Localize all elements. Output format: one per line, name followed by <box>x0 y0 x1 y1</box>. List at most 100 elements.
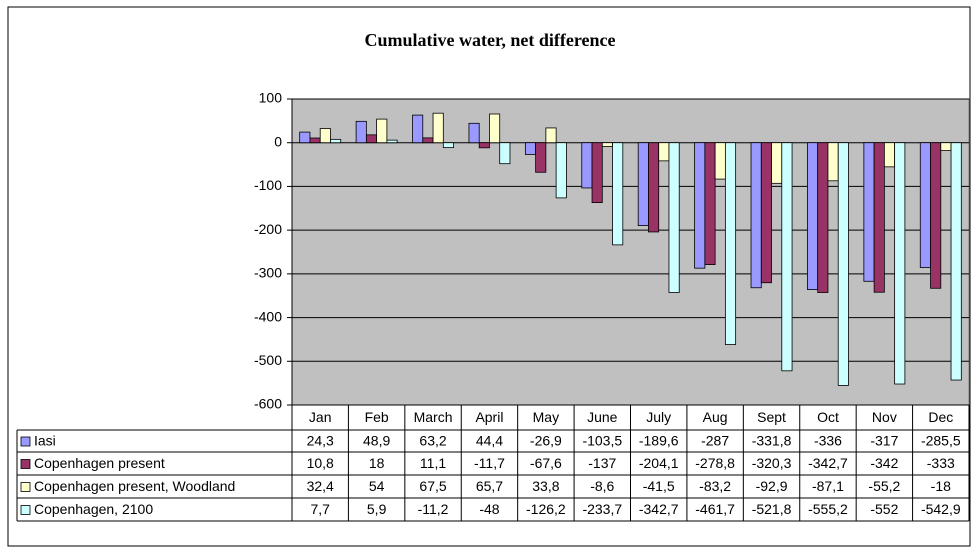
bar <box>442 142 454 149</box>
table-value: -342 <box>870 455 898 471</box>
bar <box>612 142 624 246</box>
x-tick-label: March <box>414 409 453 425</box>
bar <box>714 142 726 180</box>
bar <box>376 118 388 144</box>
legend-label: Copenhagen, 2100 <box>34 501 153 517</box>
table-value: 48,9 <box>363 433 390 449</box>
bar <box>930 142 942 289</box>
bar <box>355 120 367 144</box>
bar <box>950 142 962 381</box>
table-value: -126,2 <box>526 501 566 517</box>
bar <box>365 134 378 144</box>
bar <box>873 142 885 293</box>
bar <box>750 142 762 289</box>
table-value: -55,2 <box>868 478 900 494</box>
table-value: -461,7 <box>695 501 735 517</box>
table-value: -204,1 <box>639 455 679 471</box>
table-value: 54 <box>369 478 385 494</box>
y-tick-label: -300 <box>254 265 282 281</box>
table-value: -48 <box>479 501 499 517</box>
table-value: 44,4 <box>476 433 503 449</box>
bar <box>704 142 716 265</box>
y-tick-label: -400 <box>254 308 282 324</box>
legend-label: Copenhagen present, Woodland <box>34 478 235 494</box>
y-tick-label: -200 <box>254 221 282 237</box>
table-value: -92,9 <box>756 478 788 494</box>
bar <box>412 114 424 144</box>
y-tick-label: -600 <box>254 396 282 412</box>
table-value: 5,9 <box>367 501 387 517</box>
bar <box>601 142 613 147</box>
table-value: -278,8 <box>695 455 735 471</box>
x-tick-label: April <box>475 409 503 425</box>
table-value: -552 <box>870 501 898 517</box>
bar <box>668 142 680 293</box>
bar <box>863 142 875 282</box>
table-value: -233,7 <box>582 501 622 517</box>
table-value: 24,3 <box>307 433 334 449</box>
bar <box>581 142 593 189</box>
table-value: -521,8 <box>752 501 792 517</box>
table-value: 33,8 <box>532 478 559 494</box>
table-value: -555,2 <box>808 501 848 517</box>
bar <box>591 142 603 204</box>
x-tick-label: Oct <box>817 409 839 425</box>
bar <box>837 142 849 386</box>
chart-title: Cumulative water, net difference <box>365 30 616 50</box>
legend-swatch <box>20 482 31 492</box>
legend-swatch <box>20 436 31 447</box>
bar <box>827 142 839 182</box>
table-value: -342,7 <box>639 501 679 517</box>
table-value: -11,7 <box>474 455 505 471</box>
table-value: -26,9 <box>530 433 562 449</box>
bar <box>694 142 706 269</box>
table-value: -87,1 <box>812 478 844 494</box>
bar <box>771 142 783 184</box>
table-value: 67,5 <box>419 478 446 494</box>
bar <box>781 142 793 372</box>
bar <box>299 131 311 144</box>
bar <box>940 142 952 151</box>
table-value: -103,5 <box>582 433 622 449</box>
x-tick-label: Sept <box>757 409 786 425</box>
legend-swatch <box>20 459 31 469</box>
bar <box>817 142 829 293</box>
table-value: 18 <box>369 455 385 471</box>
table-value: -67,6 <box>530 455 562 471</box>
bar <box>319 128 331 144</box>
table-value: 10,8 <box>307 455 334 471</box>
table-value: -542,9 <box>921 501 961 517</box>
legend-swatch <box>20 505 31 515</box>
bar <box>478 142 490 149</box>
table-value: 65,7 <box>476 478 503 494</box>
y-tick-label: -100 <box>254 177 282 193</box>
table-value: -342,7 <box>808 455 848 471</box>
bar <box>330 138 342 144</box>
x-tick-label: Jan <box>309 409 332 425</box>
y-tick-label: 100 <box>259 90 283 106</box>
bar <box>468 122 480 144</box>
x-tick-label: June <box>587 409 618 425</box>
bar <box>894 142 906 385</box>
table-value: -285,5 <box>921 433 961 449</box>
bar <box>724 142 737 345</box>
y-tick-label: 0 <box>274 133 282 149</box>
legend-label: Iasi <box>34 433 56 449</box>
bar <box>555 142 567 199</box>
table-value: -189,6 <box>639 433 679 449</box>
table-value: -11,2 <box>418 501 449 517</box>
bar <box>883 142 896 168</box>
table-value: -8,6 <box>590 478 614 494</box>
x-tick-label: Dec <box>928 409 953 425</box>
table-value: 32,4 <box>307 478 334 494</box>
table-value: -41,5 <box>643 478 675 494</box>
bar <box>309 137 321 144</box>
table-value: -331,8 <box>752 433 792 449</box>
table-value: -336 <box>814 433 842 449</box>
bar <box>489 113 501 144</box>
bar <box>648 142 660 233</box>
x-tick-label: May <box>533 409 559 425</box>
bar <box>422 137 434 144</box>
